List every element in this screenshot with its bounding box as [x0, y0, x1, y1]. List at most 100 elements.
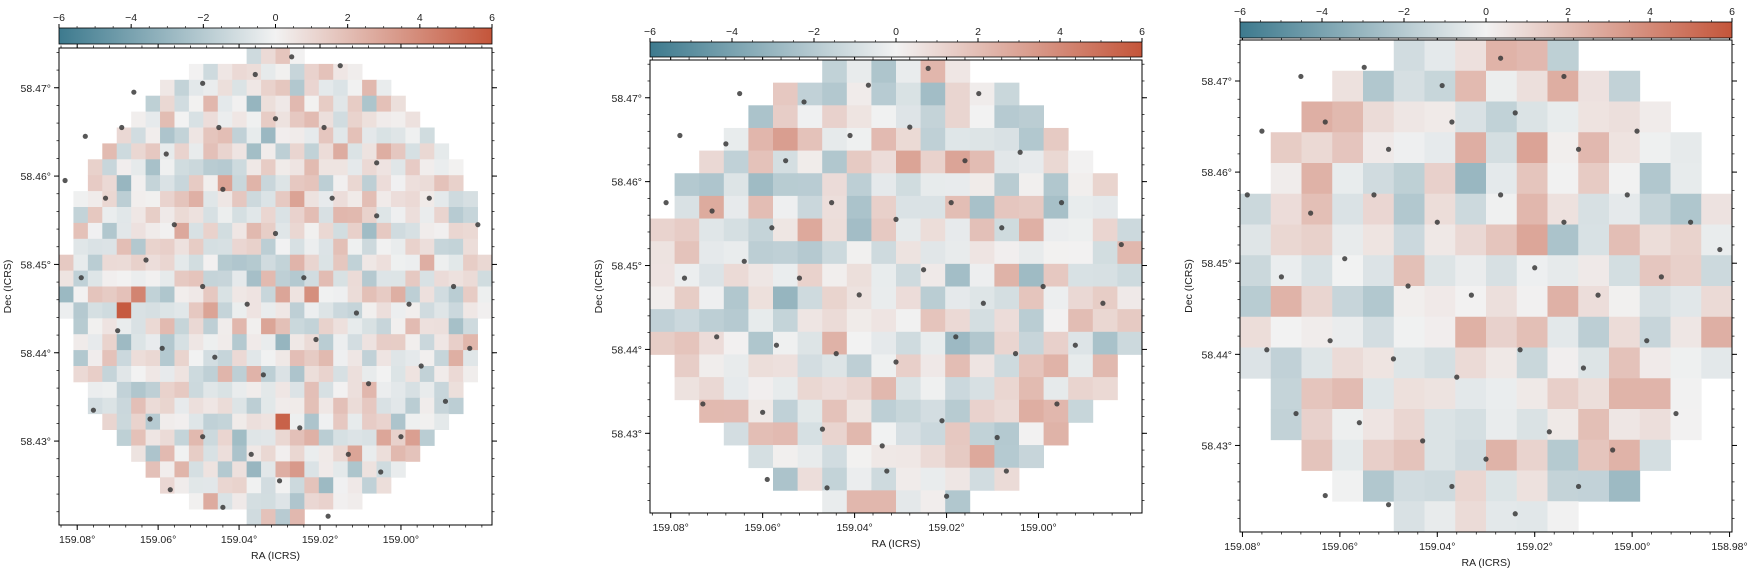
heatmap-cell [304, 222, 320, 240]
heatmap-cell [1516, 316, 1548, 348]
source-point [1498, 192, 1504, 198]
heatmap-cell [1393, 255, 1425, 287]
heatmap-cell [1092, 309, 1118, 333]
y-tick-label: 58.43° [21, 436, 51, 448]
heatmap-cell [160, 461, 175, 478]
heatmap-cell [217, 334, 233, 351]
heatmap-cell [232, 111, 248, 128]
heatmap-cell [1043, 218, 1069, 242]
heatmap-cell [822, 241, 848, 265]
heatmap-cell [1701, 347, 1733, 379]
heatmap-cell [347, 159, 363, 176]
heatmap-cell [217, 222, 233, 240]
heatmap-cell [1393, 193, 1425, 225]
heatmap-cell [188, 159, 204, 176]
colorbar-tick-label: −2 [808, 26, 820, 38]
heatmap-cell [1609, 163, 1641, 195]
heatmap-cell [699, 399, 725, 423]
heatmap-cell [217, 79, 233, 97]
source-point [723, 141, 729, 147]
heatmap-cell [160, 366, 175, 383]
axis-ticks: 159.08° 159.06° 159.04° 159.02° 159.00° 58.47… [21, 43, 497, 546]
x-axis-label: RA (ICRS) [1461, 557, 1510, 569]
heatmap-cell [174, 350, 190, 367]
heatmap-cell [699, 150, 725, 174]
heatmap-cell [318, 63, 334, 81]
heatmap-cell [1117, 331, 1143, 355]
source-point [329, 195, 335, 201]
heatmap-cell [723, 399, 749, 423]
heatmap-cell [896, 218, 921, 242]
heatmap-cell [1486, 501, 1518, 533]
heatmap-cell [318, 381, 334, 399]
heatmap-cell [448, 397, 464, 415]
source-point [980, 300, 986, 306]
heatmap-cell [1363, 378, 1395, 410]
heatmap-cell [405, 445, 421, 462]
heatmap-cell [1547, 501, 1579, 533]
heatmap-cell [1455, 163, 1487, 195]
heatmap-cell [994, 377, 1020, 401]
heatmap-cell [217, 270, 233, 287]
heatmap-cell [1455, 439, 1487, 471]
heatmap-cell [289, 445, 305, 462]
y-tick-label: 58.46° [21, 171, 51, 183]
heatmap-cell [102, 143, 118, 160]
heatmap-cell [1363, 101, 1395, 133]
heatmap-cell [1639, 347, 1671, 379]
heatmap-cell [871, 150, 897, 174]
heatmap-cell [390, 302, 406, 319]
heatmap-cell [419, 175, 435, 192]
heatmap-cell [160, 143, 175, 160]
heatmap-cell [390, 159, 406, 176]
y-axis-label: Dec (ICRS) [2, 260, 14, 314]
heatmap-cell [203, 222, 219, 240]
heatmap-cell [232, 191, 248, 208]
heatmap-cell [174, 111, 190, 128]
heatmap-cell [1424, 224, 1456, 256]
heatmap-cell [920, 150, 946, 174]
colorbar-tick-label: 0 [273, 12, 279, 24]
heatmap-cell [188, 318, 204, 335]
heatmap-cell [945, 105, 971, 129]
heatmap-cell [797, 445, 823, 469]
heatmap-cell [1270, 286, 1302, 318]
source-point [1244, 192, 1250, 198]
heatmap-cell [304, 207, 320, 224]
heatmap-cell [1486, 347, 1518, 379]
heatmap-cell [748, 331, 774, 355]
heatmap-cell [419, 397, 435, 415]
heatmap-cell [463, 254, 478, 271]
heatmap-cell [289, 127, 305, 144]
heatmap-cell [131, 429, 146, 446]
heatmap-cell [723, 354, 749, 378]
heatmap-cell [1670, 132, 1702, 164]
heatmap-cell [1547, 255, 1579, 287]
heatmap-cell [304, 302, 320, 319]
heatmap-cell [896, 60, 921, 84]
heatmap-cell [699, 331, 725, 355]
source-point [833, 351, 839, 357]
x-tick-label: 159.08° [1224, 541, 1260, 553]
plot-frame [649, 59, 1143, 514]
heatmap-cell [773, 399, 798, 423]
heatmap-cell [160, 397, 175, 415]
heatmap-cell [318, 270, 334, 287]
heatmap-cell [650, 241, 675, 265]
heatmap-cell [289, 95, 305, 112]
heatmap-cell [304, 461, 320, 478]
heatmap-cell [174, 381, 190, 399]
heatmap-cell [1301, 347, 1333, 379]
heatmap-cell [246, 207, 262, 224]
heatmap-cell [419, 350, 435, 367]
heatmap-cell [1455, 316, 1487, 348]
heatmap-cell [674, 309, 700, 333]
heatmap-cell [304, 397, 320, 415]
colorbar-tick-label: −6 [644, 26, 656, 38]
heatmap-cell [674, 354, 700, 378]
heatmap-cell [1301, 101, 1333, 133]
y-axis-label: Dec (ICRS) [1183, 259, 1195, 313]
heatmap-cell [275, 95, 291, 112]
heatmap-cell [217, 366, 233, 383]
heatmap-cell [1393, 163, 1425, 195]
